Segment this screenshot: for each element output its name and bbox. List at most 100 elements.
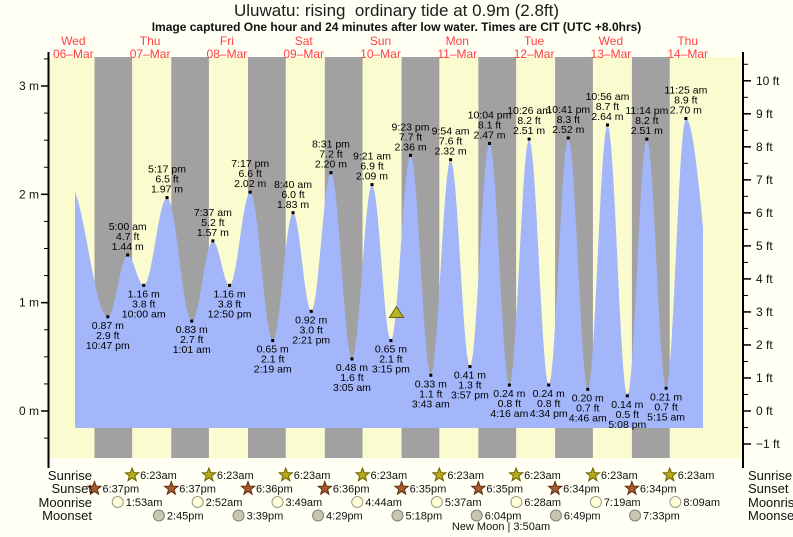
right-axis-minor-tick: [744, 393, 748, 395]
day-name-label: Sat: [295, 34, 314, 48]
tide-extreme-dot: [664, 386, 668, 390]
moonrise-icon: [510, 496, 523, 508]
sunset-star-icon: [163, 480, 180, 496]
high-tide-label: 9:54 am 7.6 ft 2.32 m: [432, 126, 470, 158]
low-tide-label: 0.41 m 1.3 ft 3:57 pm: [451, 370, 489, 402]
right-axis-minor-tick: [744, 261, 748, 263]
left-axis-minor-tick: [44, 356, 48, 358]
day-name-label: Sun: [370, 34, 391, 48]
right-axis-minor-tick: [744, 294, 748, 296]
high-tide-label: 8:40 am 6.0 ft 1.83 m: [274, 179, 312, 211]
sunset-star-icon: [316, 480, 333, 496]
tide-extreme-dot: [566, 136, 570, 140]
tide-extreme-dot: [142, 283, 146, 287]
low-tide-label: 0.65 m 2.1 ft 3:15 pm: [372, 344, 410, 376]
right-axis-major-tick: [744, 113, 751, 115]
sunrise-time: 6:23am: [217, 470, 254, 482]
moonrise-time: 4:44am: [365, 497, 402, 509]
sunrise-time: 6:23am: [678, 470, 715, 482]
sunrise-time: 6:23am: [524, 470, 561, 482]
right-axis-line: [742, 52, 744, 468]
moonset-icon: [152, 509, 165, 522]
day-name-label: Thu: [677, 34, 698, 48]
left-axis-minor-tick: [44, 437, 48, 439]
sunrise-time: 6:23am: [294, 470, 331, 482]
high-tide-label: 5:17 pm 6.5 ft 1.97 m: [148, 164, 186, 196]
sunrise-star-icon: [661, 466, 678, 482]
moonset-icon: [391, 509, 404, 522]
high-tide-label: 9:21 am 6.9 ft 2.09 m: [353, 151, 391, 183]
left-axis-minor-tick: [44, 248, 48, 250]
day-date-label: 13–Mar: [591, 47, 632, 61]
tide-extreme-dot: [625, 394, 629, 398]
new-moon-label: New Moon | 3:50am: [451, 521, 551, 533]
low-tide-label: 0.83 m 2.7 ft 1:01 am: [173, 324, 211, 356]
right-axis-major-tick: [744, 212, 751, 214]
day-date-label: 06–Mar: [53, 47, 94, 61]
moonset-row-label-right: Moonset: [748, 508, 793, 523]
sunset-row-label-left: Sunset: [51, 481, 92, 496]
sunrise-star-icon: [124, 466, 141, 482]
left-axis-minor-tick: [44, 329, 48, 331]
tide-extreme-dot: [409, 153, 413, 157]
sunset-star-icon: [240, 480, 257, 496]
high-tide-label: 11:14 pm 8.2 ft 2.51 m: [625, 105, 668, 137]
chart-text: 9 ft: [756, 107, 773, 121]
current-tide-marker-icon: [388, 305, 405, 319]
right-axis-minor-tick: [744, 327, 748, 329]
tide-extreme-dot: [309, 309, 313, 313]
high-tide-label: 7:17 pm 6.6 ft 2.02 m: [231, 158, 269, 190]
moonrise-time: 6:28am: [524, 497, 561, 509]
day-name-label: Thu: [140, 34, 161, 48]
tide-extreme-dot: [605, 123, 609, 127]
day-date-label: 10–Mar: [360, 47, 401, 61]
day-name-label: Wed: [61, 34, 85, 48]
right-axis-minor-tick: [744, 228, 748, 230]
chart-text: 5 ft: [756, 239, 773, 253]
right-axis-minor-tick: [744, 96, 748, 98]
chart-text: 2 m: [19, 187, 39, 201]
right-axis-major-tick: [744, 443, 751, 445]
tide-extreme-dot: [389, 339, 393, 343]
high-tide-label: 10:04 pm 8.1 ft 2.47 m: [468, 109, 512, 141]
sunset-time: 6:36pm: [333, 484, 370, 496]
moonset-icon: [312, 509, 325, 522]
low-tide-label: 0.87 m 2.9 ft 10:47 pm: [86, 320, 130, 352]
moonrise-icon: [589, 496, 602, 508]
sunset-time: 6:37pm: [179, 484, 216, 496]
sunrise-row-label-left: Sunrise: [47, 468, 92, 483]
tide-extreme-dot: [586, 387, 590, 391]
sunrise-time: 6:23am: [371, 470, 408, 482]
tide-extreme-dot: [468, 365, 472, 369]
left-axis-major-tick: [41, 301, 48, 304]
tide-extreme-dot: [271, 339, 275, 343]
tide-extreme-dot: [547, 383, 551, 387]
chart-text: 4 ft: [756, 272, 773, 286]
moonrise-icon: [669, 496, 682, 508]
sunrise-star-icon: [508, 466, 525, 482]
moonset-time: 6:04pm: [485, 511, 522, 523]
day-name-label: Wed: [599, 34, 623, 48]
right-axis-minor-tick: [744, 162, 748, 164]
tide-extreme-dot: [291, 211, 295, 215]
moonrise-icon: [191, 496, 204, 508]
moonset-time: 7:33pm: [643, 511, 680, 523]
tide-extreme-dot: [190, 319, 194, 323]
left-axis-minor-tick: [44, 112, 48, 114]
moonrise-time: 2:52am: [206, 497, 243, 509]
left-axis-minor-tick: [44, 166, 48, 168]
right-axis-minor-tick: [744, 129, 748, 131]
low-tide-label: 0.24 m 0.8 ft 4:34 pm: [530, 388, 568, 420]
chart-text: 10 ft: [756, 74, 780, 88]
moonset-time: 3:39pm: [247, 511, 284, 523]
moonrise-icon: [271, 496, 284, 508]
tide-extreme-dot: [449, 158, 453, 162]
day-date-label: 14–Mar: [667, 47, 708, 61]
high-tide-label: 5:00 am 4.7 ft 1.44 m: [109, 221, 147, 253]
chart-text: 1 m: [19, 296, 39, 310]
right-axis-minor-tick: [744, 427, 748, 429]
chart-text: 7 ft: [756, 173, 773, 187]
sunrise-star-icon: [354, 466, 371, 482]
chart-text: 1 ft: [756, 371, 773, 385]
left-axis-minor-tick: [44, 58, 48, 60]
